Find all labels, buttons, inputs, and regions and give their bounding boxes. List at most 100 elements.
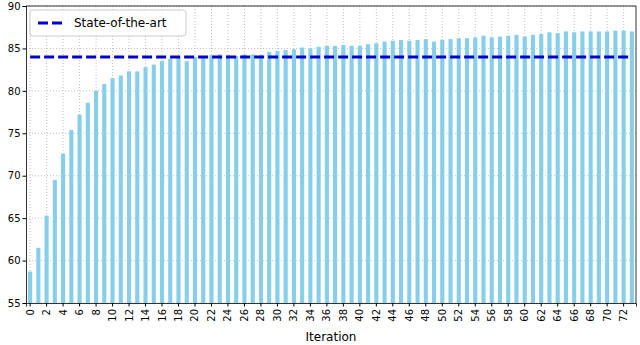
grid-line-y	[26, 218, 636, 219]
tick: 48	[420, 303, 431, 322]
tick-mark	[508, 303, 509, 307]
bar	[69, 130, 73, 303]
bar	[473, 37, 477, 303]
bar	[564, 31, 568, 303]
bar	[580, 31, 584, 303]
bar	[622, 31, 626, 303]
bar	[267, 52, 271, 303]
tick-label: 48	[420, 309, 431, 322]
bar	[193, 57, 197, 303]
tick-mark	[524, 303, 525, 307]
tick: 32	[288, 303, 299, 322]
bar	[209, 55, 213, 303]
bar	[597, 31, 601, 303]
tick-mark	[178, 303, 179, 307]
tick: 52	[453, 303, 464, 322]
bar	[539, 34, 543, 303]
bar	[457, 38, 461, 303]
tick-label: 85	[8, 43, 21, 54]
bar	[440, 40, 444, 303]
tick: 10	[107, 303, 118, 322]
bar	[259, 55, 263, 303]
tick: 70	[8, 170, 26, 181]
bar	[242, 54, 246, 303]
tick-label: 56	[486, 309, 497, 322]
tick-mark	[392, 303, 393, 307]
bar	[374, 43, 378, 303]
tick-mark	[79, 303, 80, 307]
bar	[506, 36, 510, 303]
grid-line-y	[26, 133, 636, 134]
bar	[160, 61, 164, 303]
tick-mark	[491, 303, 492, 307]
bar	[185, 61, 189, 303]
tick-label: 10	[107, 309, 118, 322]
tick: 42	[371, 303, 382, 322]
tick-label: 6	[74, 309, 85, 315]
bar	[613, 31, 617, 303]
grid-line-y	[26, 90, 636, 91]
bar	[119, 76, 123, 303]
tick-mark	[244, 303, 245, 307]
bar	[292, 49, 296, 303]
bar	[325, 46, 329, 303]
tick-label: 38	[338, 309, 349, 322]
tick-label: 2	[41, 309, 52, 315]
bar	[605, 31, 609, 303]
bar	[234, 56, 238, 303]
bar	[432, 42, 436, 303]
tick: 58	[503, 303, 514, 322]
bar	[341, 45, 345, 303]
tick-label: 32	[288, 309, 299, 322]
tick: 40	[354, 303, 365, 322]
bar	[135, 71, 139, 303]
tick: 12	[124, 303, 135, 322]
tick-mark	[458, 303, 459, 307]
tick: 54	[470, 303, 481, 322]
legend-box	[30, 10, 186, 36]
bar	[547, 32, 551, 303]
tick-label: 80	[8, 86, 21, 97]
tick-label: 34	[305, 309, 316, 322]
bar	[523, 37, 527, 303]
tick-label: 40	[354, 309, 365, 322]
bar	[53, 180, 57, 303]
bar	[143, 67, 147, 303]
bar	[333, 46, 337, 303]
bar	[300, 48, 304, 303]
bar	[424, 39, 428, 303]
bar	[481, 36, 485, 303]
frame-top	[26, 6, 636, 7]
tick-mark	[425, 303, 426, 307]
tick: 68	[585, 303, 596, 322]
tick-label: 20	[189, 309, 200, 322]
tick: 65	[8, 213, 26, 224]
tick: 38	[338, 303, 349, 322]
line	[30, 55, 632, 58]
bar	[94, 91, 98, 303]
plot-area: 5560657075808590024681012141618202224262…	[8, 1, 637, 322]
tick-label: 55	[8, 298, 21, 309]
bar	[127, 71, 131, 303]
tick: 20	[189, 303, 200, 322]
tick-label: 36	[321, 309, 332, 322]
tick: 70	[602, 303, 613, 322]
tick-label: 75	[8, 128, 21, 139]
bar	[176, 57, 180, 303]
tick-mark	[23, 176, 27, 177]
bar	[556, 33, 560, 303]
grid-line-y	[26, 175, 636, 176]
tick-label: 42	[371, 309, 382, 322]
tick: 62	[536, 303, 547, 322]
tick: 18	[173, 303, 184, 322]
tick-mark	[442, 303, 443, 307]
grid-line-x	[30, 6, 31, 303]
x-axis: 0246810121416182022242628303234363840424…	[25, 303, 637, 322]
tick-mark	[260, 303, 261, 307]
tick: 24	[222, 303, 233, 322]
bar	[383, 42, 387, 303]
tick: 2	[41, 303, 52, 315]
tick-label: 65	[8, 213, 21, 224]
bar	[490, 37, 494, 303]
tick-mark	[277, 303, 278, 307]
